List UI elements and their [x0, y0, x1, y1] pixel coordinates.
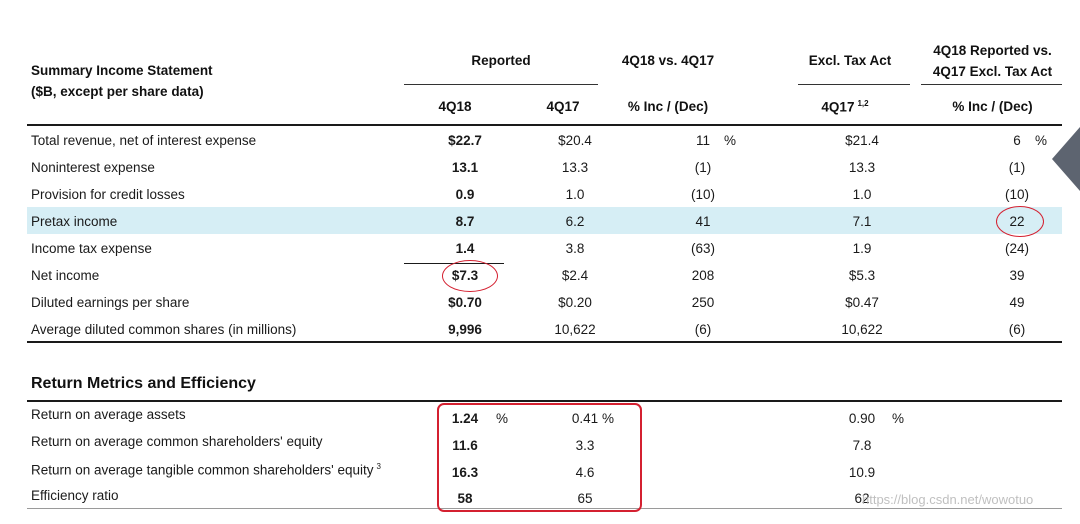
cell-4q17: 3.3 — [575, 438, 595, 453]
excl-underline — [798, 84, 910, 85]
row-label-text: Return on average tangible common shareh… — [31, 462, 374, 478]
row-label: Total revenue, net of interest expense — [31, 133, 257, 148]
row-label: Pretax income — [31, 214, 118, 229]
cell-4q17-sign: % — [602, 411, 615, 426]
row-label: Diluted earnings per share — [31, 295, 190, 310]
table-title-line2: ($B, except per share data) — [31, 84, 204, 99]
return-section-title: Return Metrics and Efficiency — [31, 375, 256, 392]
income-bottom-rule — [27, 341, 1062, 343]
excl-tax-header: Excl. Tax Act — [808, 53, 892, 68]
cell-pct2-sign: % — [1035, 133, 1048, 148]
cell-4q17: 13.3 — [561, 160, 589, 175]
reported-underline — [404, 84, 598, 85]
cell-pct2: (1) — [1008, 160, 1026, 175]
row-label: Income tax expense — [31, 241, 152, 256]
cell-excl: 10.9 — [848, 465, 876, 480]
col-header-pct: % Inc / (Dec) — [627, 99, 709, 114]
cell-pct2: (6) — [1008, 322, 1026, 337]
cell-excl: 7.1 — [852, 214, 872, 229]
cell-4q17: 65 — [577, 491, 593, 506]
row-label: Return on average tangible common shareh… — [31, 462, 381, 478]
cell-4q18: $22.7 — [448, 133, 482, 148]
annotation-circle-pretax — [996, 206, 1044, 237]
cell-4q18: 8.7 — [455, 214, 475, 229]
cell-4q17: $20.4 — [558, 133, 592, 148]
annotation-rectangle — [437, 403, 642, 512]
reported-vs-excl-header-line1: 4Q18 Reported vs. — [933, 43, 1052, 58]
reported-header: Reported — [471, 53, 531, 68]
return-bottom-rule — [27, 508, 1062, 509]
row-label: Return on average assets — [31, 407, 186, 422]
row-footnote: 3 — [376, 462, 381, 471]
table-title-line1: Summary Income Statement — [31, 63, 213, 78]
cell-4q17: 10,622 — [554, 322, 596, 337]
annotation-circle-net-income — [442, 260, 498, 292]
cell-4q17: 3.8 — [565, 241, 585, 256]
row-label: Return on average common shareholders' e… — [31, 434, 323, 449]
reported-vs-excl-header-line2: 4Q17 Excl. Tax Act — [932, 64, 1053, 79]
cell-pct2: 49 — [1009, 295, 1025, 310]
cell-pct2: 39 — [1009, 268, 1025, 283]
cell-excl: $5.3 — [848, 268, 876, 283]
triangle-pointer-icon — [1052, 127, 1080, 191]
cell-pct: 11 — [695, 133, 710, 148]
col-header-pct2: % Inc / (Dec) — [952, 99, 1033, 114]
cell-excl: 1.0 — [852, 187, 872, 202]
cell-4q18: 58 — [457, 491, 473, 506]
col-header-4q17-excl: 4Q17 1,2 — [805, 99, 885, 115]
col-header-footnote: 1,2 — [857, 99, 869, 108]
cell-4q17: 4.6 — [575, 465, 595, 480]
cell-4q18: 1.24 — [451, 411, 479, 426]
cell-pct2: (24) — [1004, 241, 1029, 256]
header-rule — [27, 124, 1062, 126]
cell-excl: $0.47 — [845, 295, 879, 310]
cell-4q17: 1.0 — [565, 187, 585, 202]
cell-4q17: 0.41 — [571, 411, 599, 426]
cell-4q18: 1.4 — [455, 241, 475, 256]
cell-excl: 7.8 — [852, 438, 872, 453]
cell-4q17: $0.20 — [558, 295, 592, 310]
cell-pct-sign: % — [724, 133, 737, 148]
row-label: Average diluted common shares (in millio… — [31, 322, 297, 337]
watermark: https://blog.csdn.net/wowotuo — [862, 492, 1034, 507]
cell-4q17: 6.2 — [565, 214, 585, 229]
cell-4q18: 16.3 — [451, 465, 479, 480]
cell-pct: (63) — [690, 241, 715, 256]
cell-excl: 13.3 — [848, 160, 876, 175]
row-label: Efficiency ratio — [31, 488, 119, 503]
cell-4q18: 13.1 — [451, 160, 479, 175]
col-header-4q17: 4Q17 — [546, 99, 580, 114]
excl2-underline — [921, 84, 1062, 85]
row-label: Noninterest expense — [31, 160, 155, 175]
cell-pct2: 6 — [1013, 133, 1021, 148]
pretax-row-highlight — [27, 207, 1062, 234]
cell-pct2: (10) — [1004, 187, 1029, 202]
cell-pct: (6) — [694, 322, 712, 337]
cell-pct: 41 — [695, 214, 711, 229]
cell-excl: 10,622 — [841, 322, 883, 337]
cell-4q18: 9,996 — [448, 322, 482, 337]
cell-excl-sign: % — [892, 411, 905, 426]
cell-excl: 0.90 — [848, 411, 876, 426]
cell-pct: (10) — [690, 187, 715, 202]
cell-excl: 1.9 — [852, 241, 872, 256]
row-label: Net income — [31, 268, 100, 283]
cell-pct: 250 — [691, 295, 715, 310]
return-header-rule — [27, 400, 1062, 402]
row-label: Provision for credit losses — [31, 187, 185, 202]
cell-4q18: 0.9 — [455, 187, 475, 202]
cell-4q17: $2.4 — [561, 268, 589, 283]
cell-4q18: 11.6 — [452, 438, 478, 453]
col-header-4q18: 4Q18 — [438, 99, 472, 114]
cell-pct: (1) — [694, 160, 712, 175]
cell-pct: 208 — [691, 268, 715, 283]
vs-header: 4Q18 vs. 4Q17 — [621, 53, 715, 68]
cell-4q18: $0.70 — [448, 295, 482, 310]
cell-excl: $21.4 — [845, 133, 879, 148]
cell-excl: 62 — [854, 491, 870, 506]
cell-4q18-sign: % — [496, 411, 509, 426]
col-header-4q17-excl-text: 4Q17 — [821, 99, 855, 115]
